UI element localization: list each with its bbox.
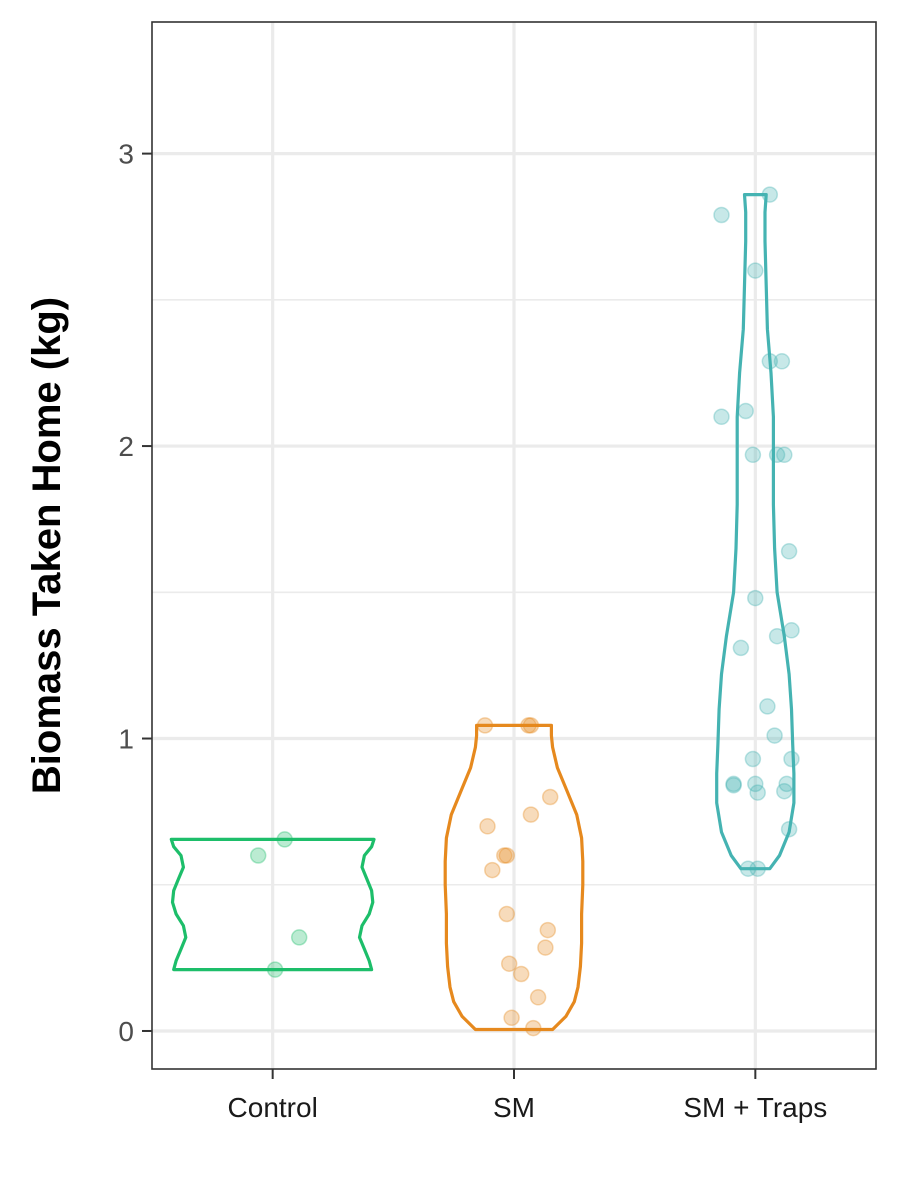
data-point-sm [498, 847, 516, 864]
y-tick-label: 3 [118, 139, 134, 170]
data-point-sm-traps [725, 775, 742, 793]
data-point-sm-traps [747, 262, 764, 279]
data-point-sm-traps [768, 627, 786, 645]
violin-sm-traps [715, 193, 796, 871]
data-point-sm-traps [713, 206, 730, 224]
data-point-sm-traps [759, 698, 776, 715]
data-point-sm [500, 955, 518, 972]
data-point-sm-traps [783, 750, 800, 768]
violin-control [169, 837, 376, 972]
data-point-sm-traps [737, 402, 754, 420]
data-point-control [276, 831, 293, 848]
data-point-sm-traps [761, 353, 779, 370]
data-point-sm-traps [749, 860, 766, 877]
data-point-sm-traps [776, 446, 793, 464]
y-tick-label: 1 [118, 724, 134, 755]
data-point-sm [503, 1009, 520, 1027]
violin-sm [443, 723, 585, 1032]
data-point-sm [498, 905, 516, 923]
x-tick-label: SM + Traps [683, 1092, 827, 1123]
data-point-sm-traps [768, 446, 786, 464]
data-point-sm [484, 861, 501, 879]
data-point-sm [525, 1019, 542, 1037]
point-layer [249, 186, 800, 1037]
data-point-sm [476, 717, 494, 734]
data-point-sm [529, 989, 547, 1006]
axis-layer: 0 1 2 3 Control SM SM + Traps [118, 139, 827, 1123]
data-point-sm-traps [744, 750, 762, 768]
data-point-sm-traps [732, 639, 750, 657]
x-tick-label: SM [493, 1092, 535, 1123]
violin-layer [169, 193, 796, 1032]
data-point-sm [541, 788, 559, 806]
data-point-sm-traps [761, 186, 779, 203]
data-point-control [249, 847, 267, 864]
data-point-sm-traps [778, 775, 795, 793]
y-axis-title: Biomass Taken Home (kg) [25, 297, 69, 794]
data-point-sm-traps [776, 782, 793, 800]
data-point-sm [522, 806, 540, 823]
data-point-sm-traps [766, 727, 783, 744]
data-point-sm-traps [744, 446, 762, 464]
data-point-sm-traps [780, 820, 798, 838]
data-point-sm-traps [780, 543, 798, 560]
grid-layer [152, 22, 876, 1069]
x-tick-label: Control [228, 1092, 318, 1123]
data-point-control [290, 929, 308, 946]
data-point-sm-traps [749, 784, 766, 801]
y-tick-label: 2 [118, 431, 134, 462]
data-point-sm [479, 818, 496, 835]
data-point-sm [520, 717, 537, 734]
data-point-sm [537, 939, 554, 956]
data-point-sm [522, 717, 540, 734]
data-point-sm [512, 965, 530, 983]
data-point-sm-traps [739, 860, 757, 877]
data-point-control [266, 961, 284, 978]
data-point-sm [496, 847, 513, 864]
data-point-sm-traps [773, 353, 791, 370]
data-point-sm-traps [783, 622, 800, 639]
data-point-sm-traps [713, 408, 730, 426]
data-point-sm [539, 921, 557, 939]
data-point-sm-traps [747, 775, 764, 793]
data-point-sm-traps [725, 777, 742, 794]
y-tick-label: 0 [118, 1016, 134, 1047]
data-point-sm-traps [747, 589, 764, 607]
